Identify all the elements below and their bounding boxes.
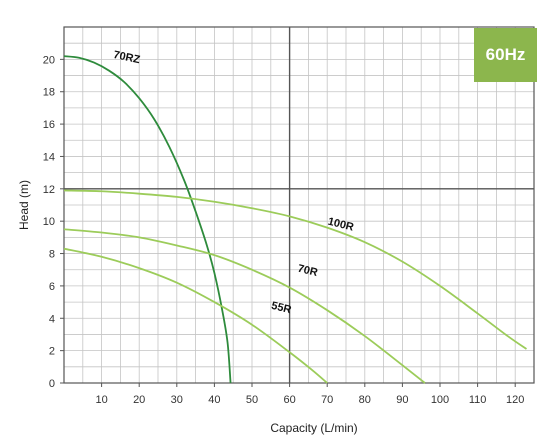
y-tick-label: 14 bbox=[43, 151, 55, 163]
y-tick-label: 8 bbox=[49, 249, 55, 261]
x-tick-label: 80 bbox=[359, 394, 371, 406]
frequency-badge: 60Hz bbox=[474, 28, 537, 82]
series-label-70rz: 70RZ bbox=[112, 49, 141, 66]
y-tick-label: 10 bbox=[43, 216, 55, 228]
y-axis-label: Head (m) bbox=[17, 180, 31, 230]
x-tick-label: 30 bbox=[171, 394, 183, 406]
y-tick-label: 16 bbox=[43, 119, 55, 131]
x-axis-label: Capacity (L/min) bbox=[270, 421, 357, 435]
series-line-100r bbox=[63, 189, 527, 350]
x-tick-label: 100 bbox=[431, 394, 449, 406]
y-tick-label: 18 bbox=[43, 87, 55, 99]
series-line-70r bbox=[63, 228, 426, 384]
y-tick-label: 2 bbox=[49, 346, 55, 358]
series-label-55r: 55R bbox=[270, 300, 293, 317]
x-tick-label: 110 bbox=[469, 394, 487, 406]
x-tick-label: 40 bbox=[208, 394, 220, 406]
series-line-70rz bbox=[63, 55, 232, 384]
x-tick-label: 90 bbox=[396, 394, 408, 406]
plot-frame bbox=[63, 26, 535, 384]
x-tick-label: 20 bbox=[133, 394, 145, 406]
x-tick-label: 70 bbox=[321, 394, 333, 406]
x-tick-label: 60 bbox=[283, 394, 295, 406]
y-tick-label: 0 bbox=[49, 378, 55, 390]
series-label-70r: 70R bbox=[296, 263, 319, 280]
y-tick-label: 6 bbox=[49, 281, 55, 293]
frequency-badge-label: 60Hz bbox=[485, 45, 526, 64]
series-line-55r bbox=[63, 247, 328, 384]
y-tick-label: 12 bbox=[43, 184, 55, 196]
y-tick-label: 4 bbox=[49, 313, 55, 325]
x-tick-label: 120 bbox=[506, 394, 524, 406]
x-tick-label: 10 bbox=[95, 394, 107, 406]
x-tick-label: 50 bbox=[246, 394, 258, 406]
y-tick-label: 20 bbox=[43, 54, 55, 66]
